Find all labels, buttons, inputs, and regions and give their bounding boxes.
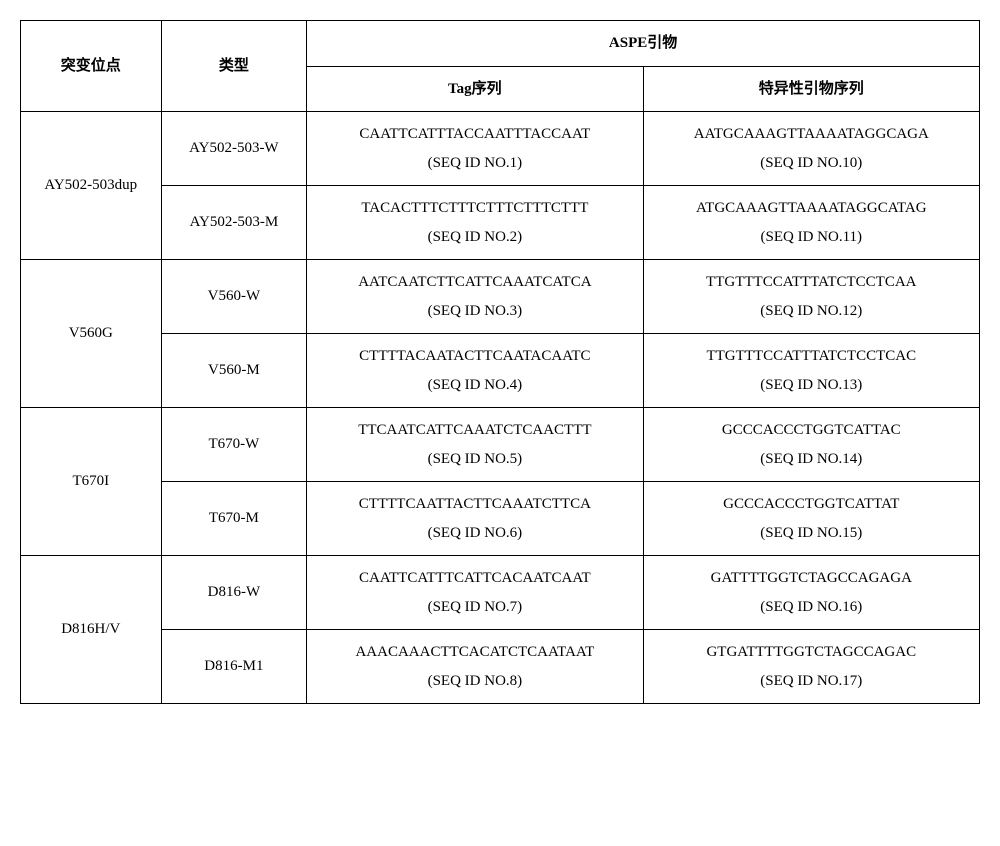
tag-cell: TTCAATCATTCAAATCTCAACTTT(SEQ ID NO.5): [307, 408, 643, 482]
table-row: AY502-503dupAY502-503-WCAATTCATTTACCAATT…: [21, 112, 980, 186]
tag-cell: CTTTTCAATTACTTCAAATCTTCA(SEQ ID NO.6): [307, 482, 643, 556]
mutation-cell: D816H/V: [21, 556, 162, 704]
table-row: V560GV560-WAATCAATCTTCATTCAAATCATCA(SEQ …: [21, 260, 980, 334]
table-row: V560-MCTTTTACAATACTTCAATACAATC(SEQ ID NO…: [21, 334, 980, 408]
tag-cell: CAATTCATTTACCAATTTACCAAT(SEQ ID NO.1): [307, 112, 643, 186]
specific-cell: TTGTTTCCATTTATCTCCTCAA(SEQ ID NO.12): [643, 260, 979, 334]
table-row: D816H/VD816-WCAATTCATTTCATTCACAATCAAT(SE…: [21, 556, 980, 630]
specific-cell: ATGCAAAGTTAAAATAGGCATAG(SEQ ID NO.11): [643, 186, 979, 260]
specific-cell: TTGTTTCCATTTATCTCCTCAC(SEQ ID NO.13): [643, 334, 979, 408]
specific-cell: GCCCACCCTGGTCATTAC(SEQ ID NO.14): [643, 408, 979, 482]
tag-cell: TACACTTTCTTTCTTTCTTTCTTT(SEQ ID NO.2): [307, 186, 643, 260]
header-tag: Tag序列: [307, 66, 643, 112]
specific-cell: GATTTTGGTCTAGCCAGAGA(SEQ ID NO.16): [643, 556, 979, 630]
tag-cell: AATCAATCTTCATTCAAATCATCA(SEQ ID NO.3): [307, 260, 643, 334]
type-cell: T670-W: [161, 408, 307, 482]
header-mutation: 突变位点: [21, 21, 162, 112]
table-row: T670-MCTTTTCAATTACTTCAAATCTTCA(SEQ ID NO…: [21, 482, 980, 556]
table-row: AY502-503-MTACACTTTCTTTCTTTCTTTCTTT(SEQ …: [21, 186, 980, 260]
table-row: T670IT670-WTTCAATCATTCAAATCTCAACTTT(SEQ …: [21, 408, 980, 482]
header-type: 类型: [161, 21, 307, 112]
type-cell: T670-M: [161, 482, 307, 556]
type-cell: D816-M1: [161, 630, 307, 704]
type-cell: AY502-503-M: [161, 186, 307, 260]
tag-cell: CAATTCATTTCATTCACAATCAAT(SEQ ID NO.7): [307, 556, 643, 630]
type-cell: AY502-503-W: [161, 112, 307, 186]
mutation-cell: V560G: [21, 260, 162, 408]
table-row: D816-M1AAACAAACTTCACATCTCAATAAT(SEQ ID N…: [21, 630, 980, 704]
header-specific: 特异性引物序列: [643, 66, 979, 112]
header-aspe: ASPE引物: [307, 21, 980, 67]
type-cell: V560-M: [161, 334, 307, 408]
primer-table: 突变位点 类型 ASPE引物 Tag序列 特异性引物序列 AY502-503du…: [20, 20, 980, 704]
tag-cell: AAACAAACTTCACATCTCAATAAT(SEQ ID NO.8): [307, 630, 643, 704]
specific-cell: AATGCAAAGTTAAAATAGGCAGA(SEQ ID NO.10): [643, 112, 979, 186]
mutation-cell: T670I: [21, 408, 162, 556]
specific-cell: GTGATTTTGGTCTAGCCAGAC(SEQ ID NO.17): [643, 630, 979, 704]
tag-cell: CTTTTACAATACTTCAATACAATC(SEQ ID NO.4): [307, 334, 643, 408]
specific-cell: GCCCACCCTGGTCATTAT(SEQ ID NO.15): [643, 482, 979, 556]
type-cell: V560-W: [161, 260, 307, 334]
mutation-cell: AY502-503dup: [21, 112, 162, 260]
type-cell: D816-W: [161, 556, 307, 630]
